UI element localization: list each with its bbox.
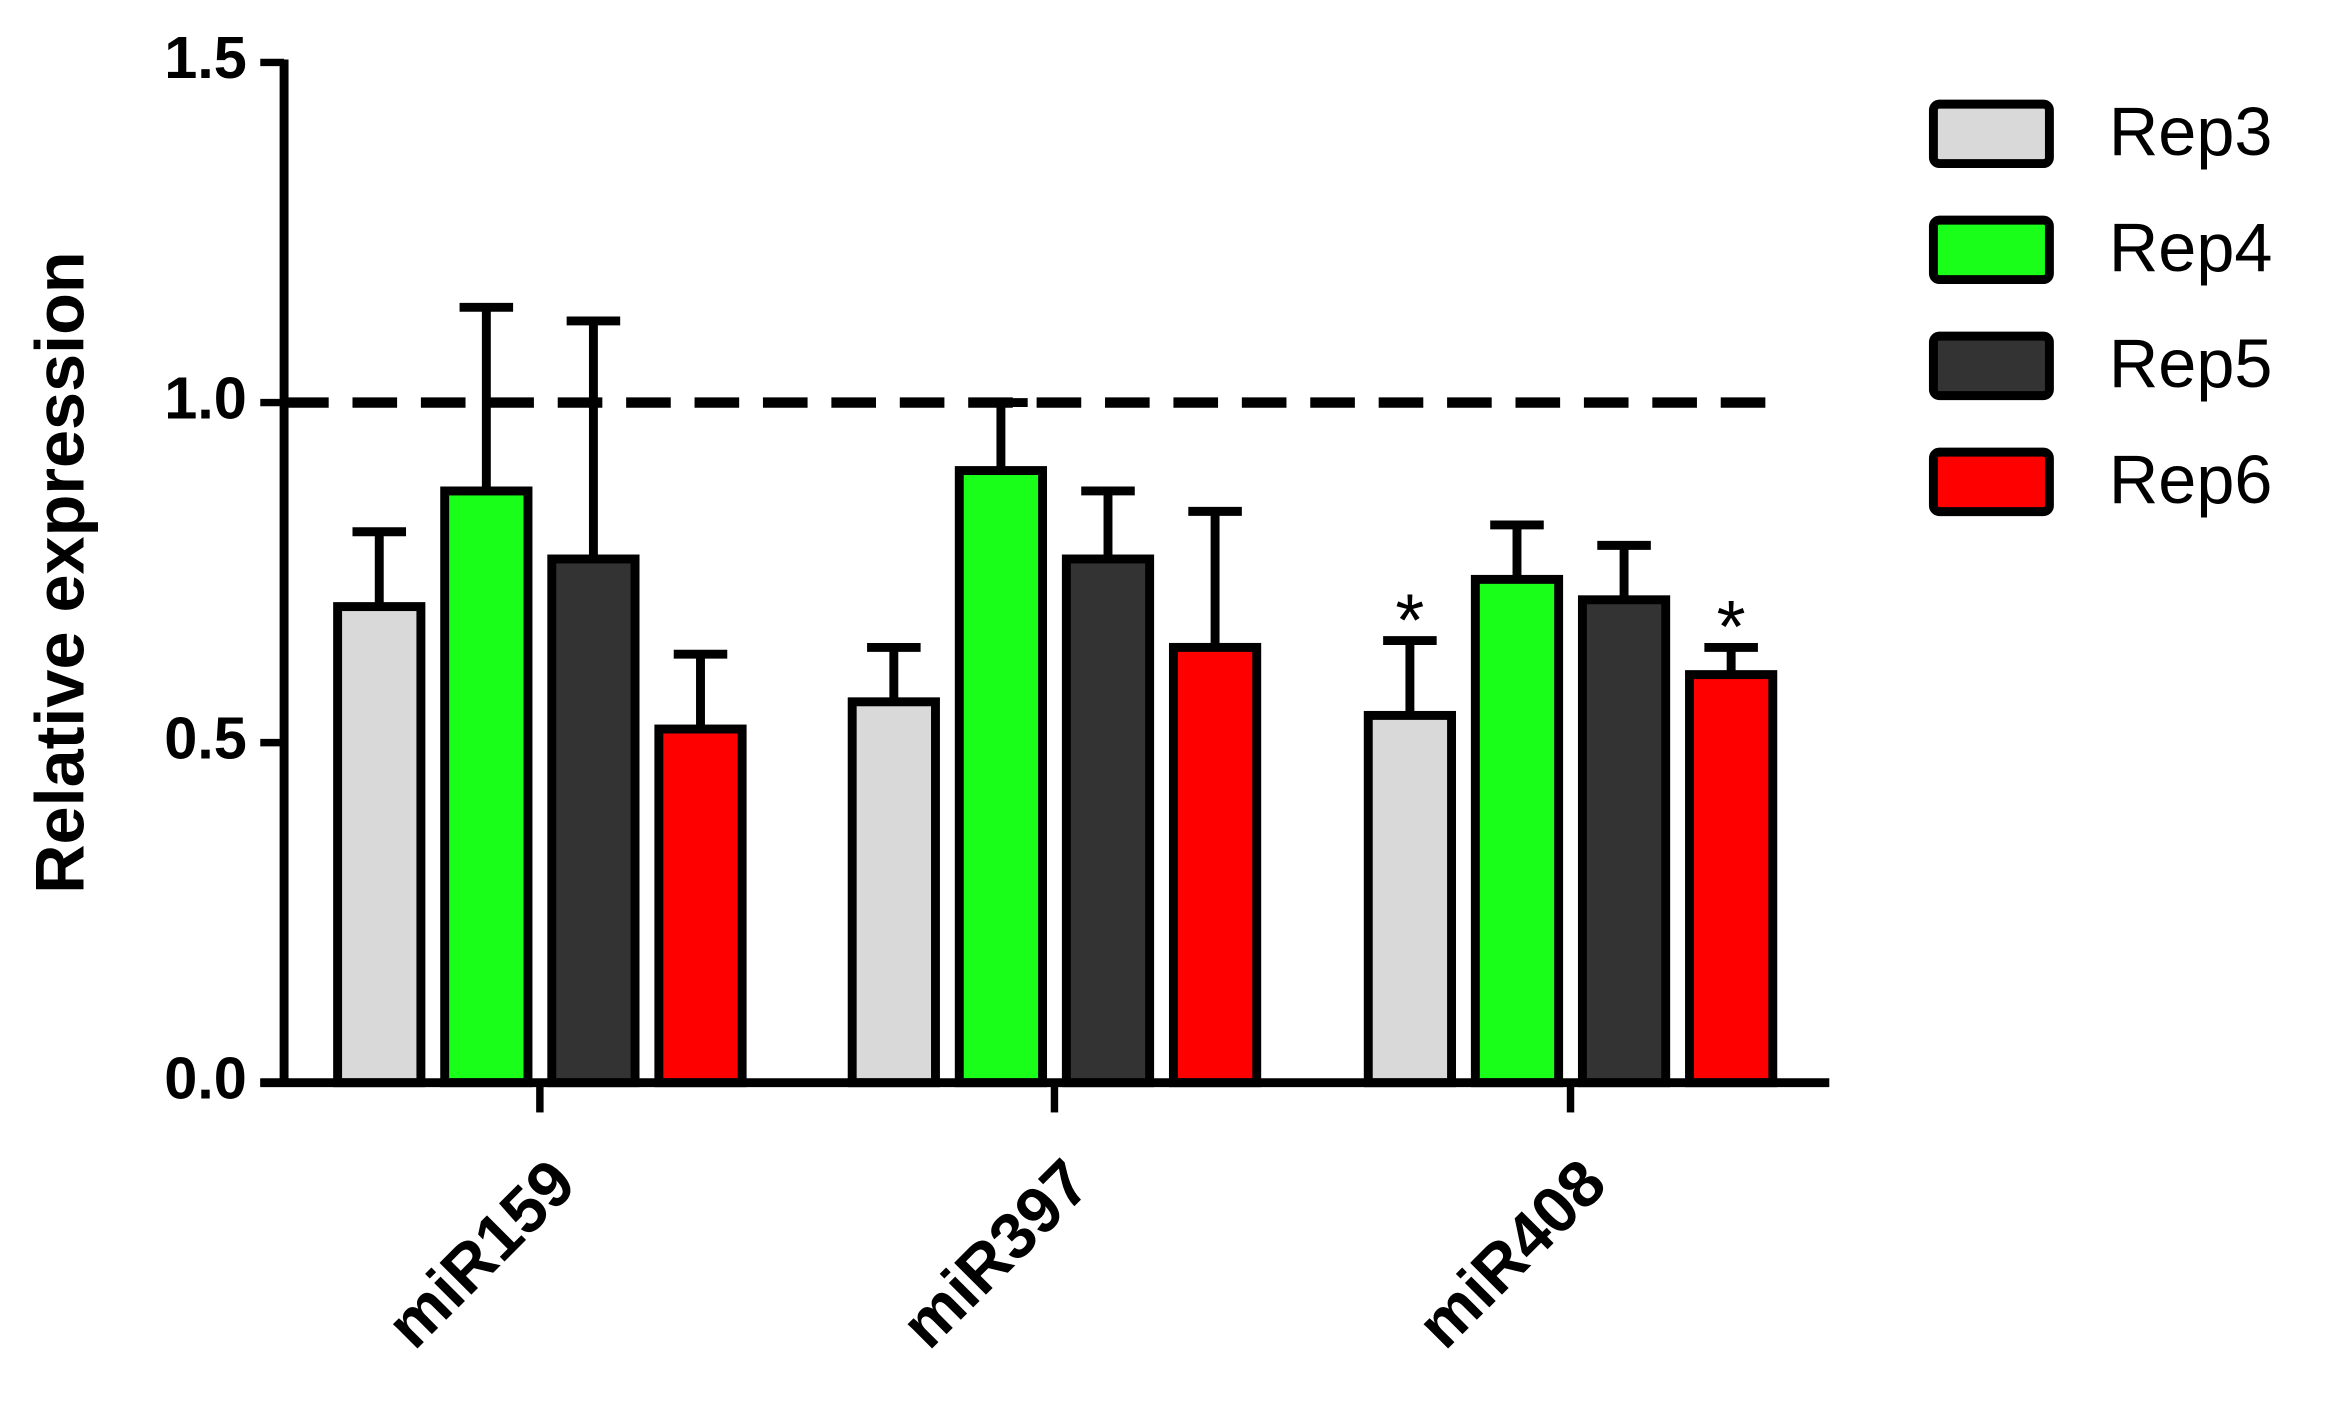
bar: [1061, 554, 1155, 1088]
bar: [847, 697, 940, 1088]
bar: [440, 486, 533, 1088]
y-tick-label: 0.0: [164, 1044, 247, 1111]
bar: [654, 724, 747, 1088]
legend-swatch: [1928, 215, 2054, 285]
legend-swatch: [1928, 99, 2054, 169]
x-tick-label: miR159: [373, 1145, 589, 1361]
y-tick-label: 1.0: [164, 364, 247, 431]
x-tick-label: miR408: [1403, 1145, 1619, 1361]
y-axis-title: Relative expression: [23, 251, 99, 894]
significance-mark: *: [1717, 585, 1746, 668]
legend-label: Rep4: [2109, 210, 2273, 286]
y-tick-label: 0.5: [164, 704, 247, 771]
bar: [954, 466, 1048, 1088]
legend-label: Rep3: [2109, 94, 2273, 170]
bar: [1470, 574, 1564, 1088]
bar: [547, 554, 640, 1088]
legend-label: Rep6: [2109, 442, 2273, 518]
bar: [1577, 595, 1671, 1088]
bar: [1685, 670, 1778, 1088]
legend-swatch: [1928, 331, 2054, 401]
legend-swatch: [1928, 447, 2054, 517]
bar: [1363, 710, 1457, 1088]
bar: [333, 602, 426, 1088]
significance-mark: *: [1395, 578, 1424, 661]
bar: [1168, 642, 1262, 1088]
y-tick-label: 1.5: [164, 24, 247, 91]
legend-label: Rep5: [2109, 326, 2273, 402]
x-tick-label: miR397: [887, 1145, 1103, 1361]
